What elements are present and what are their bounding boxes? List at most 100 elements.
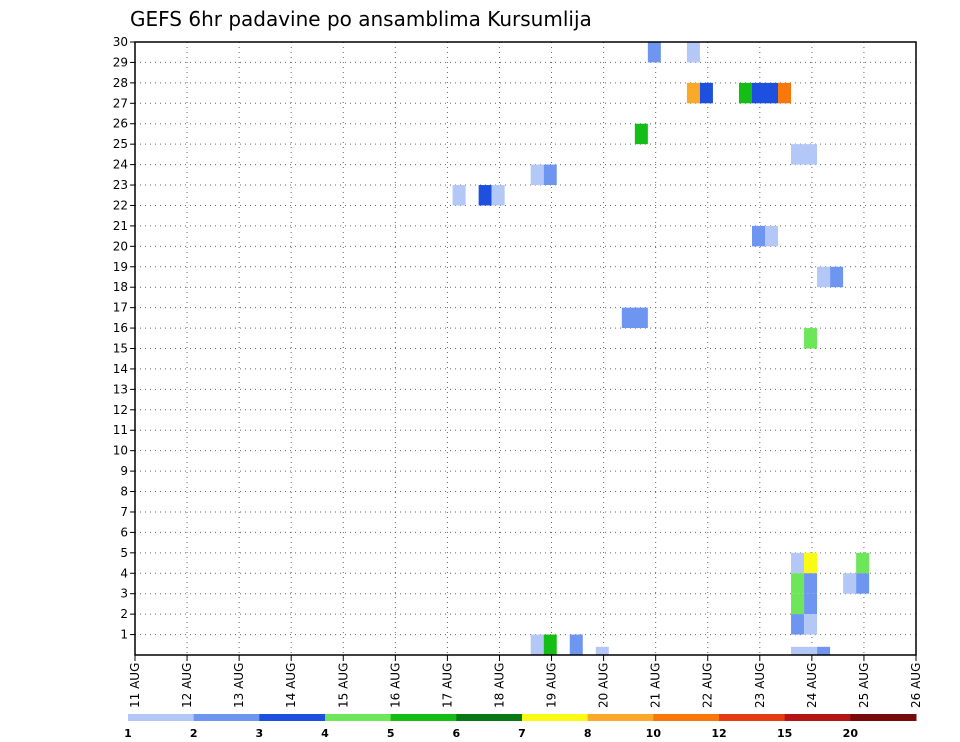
colorbar-label: 8 <box>584 727 592 740</box>
x-tick-label: 20 AUG <box>597 663 611 708</box>
data-cell <box>804 593 818 615</box>
colorbar-label: 20 <box>843 727 859 740</box>
colorbar-label: 5 <box>387 727 395 740</box>
colorbar-swatch <box>128 714 195 721</box>
colorbar-swatch <box>653 714 720 721</box>
colorbar-swatch <box>587 714 654 721</box>
data-cell <box>452 185 466 206</box>
data-cell <box>843 573 857 594</box>
y-tick-label: 3 <box>120 587 128 601</box>
data-cell <box>856 573 870 594</box>
data-cell <box>778 82 792 104</box>
data-cell <box>647 42 661 63</box>
colorbar-label: 2 <box>190 727 198 740</box>
y-tick-label: 21 <box>113 219 128 233</box>
data-cell <box>804 614 818 635</box>
x-tick-label: 15 AUG <box>336 663 350 708</box>
x-axis: 11 AUG 12 AUG 13 AUG 14 AUG 15 AUG 16 AUG 17 A… <box>128 655 923 708</box>
data-cell <box>491 185 505 206</box>
data-cell <box>751 225 766 247</box>
data-cell <box>569 634 583 655</box>
y-tick-label: 20 <box>113 239 128 253</box>
y-tick-label: 9 <box>120 464 128 478</box>
colorbar-swatch <box>193 714 260 721</box>
colorbar-swatch <box>719 714 786 721</box>
data-cell <box>699 82 713 104</box>
data-cell <box>686 42 700 63</box>
colorbar-swatch <box>259 714 326 721</box>
x-tick-label: 11 AUG <box>128 663 142 708</box>
data-cell <box>543 634 557 655</box>
data-cell <box>791 552 805 574</box>
data-cell <box>530 634 544 655</box>
x-tick-label: 26 AUG <box>909 663 923 708</box>
data-cell <box>543 164 557 186</box>
data-cell <box>856 552 870 574</box>
data-cell <box>804 552 818 574</box>
data-cell <box>791 614 805 635</box>
data-cell <box>530 164 544 186</box>
data-cell <box>751 82 779 104</box>
y-tick-label: 7 <box>120 505 128 519</box>
y-tick-label: 14 <box>113 362 128 376</box>
y-tick-label: 11 <box>113 423 128 437</box>
data-cell <box>478 185 492 206</box>
x-tick-label: 13 AUG <box>232 663 246 708</box>
x-tick-label: 19 AUG <box>545 663 559 708</box>
colorbar-label: 15 <box>777 727 792 740</box>
colorbar-label: 4 <box>321 727 329 740</box>
colorbar-swatch <box>784 714 851 721</box>
y-tick-label: 4 <box>120 566 128 580</box>
y-tick-label: 12 <box>113 403 128 417</box>
data-cells <box>452 42 870 655</box>
colorbar-swatch <box>522 714 589 721</box>
y-tick-label: 19 <box>113 260 128 274</box>
data-cell <box>804 573 818 594</box>
y-axis: 1234567891011121314151617181920212223242… <box>113 35 135 642</box>
data-cell <box>817 266 831 288</box>
y-tick-label: 22 <box>113 198 128 212</box>
colorbar-label: 10 <box>646 727 662 740</box>
colorbar-label: 6 <box>453 727 461 740</box>
y-tick-label: 6 <box>120 525 128 539</box>
data-cell <box>686 82 700 104</box>
y-tick-label: 2 <box>120 607 128 621</box>
data-cell <box>634 123 648 145</box>
x-tick-label: 17 AUG <box>440 663 454 708</box>
y-tick-label: 28 <box>113 76 128 90</box>
data-cell <box>595 646 609 655</box>
x-tick-label: 24 AUG <box>805 663 819 708</box>
x-tick-label: 22 AUG <box>701 663 715 708</box>
colorbar-label: 7 <box>518 727 526 740</box>
y-tick-label: 15 <box>113 342 128 356</box>
y-tick-label: 16 <box>113 321 128 335</box>
colorbar-label: 12 <box>711 727 726 740</box>
y-tick-label: 8 <box>120 485 128 499</box>
data-cell <box>830 266 844 288</box>
data-cell <box>791 144 818 165</box>
y-tick-label: 30 <box>113 35 128 49</box>
x-tick-label: 12 AUG <box>180 663 194 708</box>
colorbar-label: 1 <box>124 727 132 740</box>
colorbar-swatch <box>456 714 523 721</box>
y-tick-label: 5 <box>120 546 128 560</box>
data-cell <box>791 646 818 655</box>
data-cell <box>738 82 752 104</box>
grid <box>135 41 916 655</box>
y-tick-label: 24 <box>113 158 128 172</box>
x-tick-label: 25 AUG <box>857 663 871 708</box>
y-tick-label: 23 <box>113 178 128 192</box>
colorbar-swatch <box>325 714 392 721</box>
x-tick-label: 23 AUG <box>753 663 767 708</box>
colorbar-swatch <box>850 714 917 721</box>
data-cell <box>765 225 779 247</box>
data-cell <box>791 573 805 594</box>
y-tick-label: 25 <box>113 137 128 151</box>
x-tick-label: 18 AUG <box>492 663 506 708</box>
data-cell <box>791 593 805 615</box>
y-tick-label: 13 <box>113 382 128 396</box>
chart-title: GEFS 6hr padavine po ansamblima Kursumli… <box>130 7 592 31</box>
x-tick-label: 14 AUG <box>284 663 298 708</box>
y-tick-label: 29 <box>113 55 128 69</box>
